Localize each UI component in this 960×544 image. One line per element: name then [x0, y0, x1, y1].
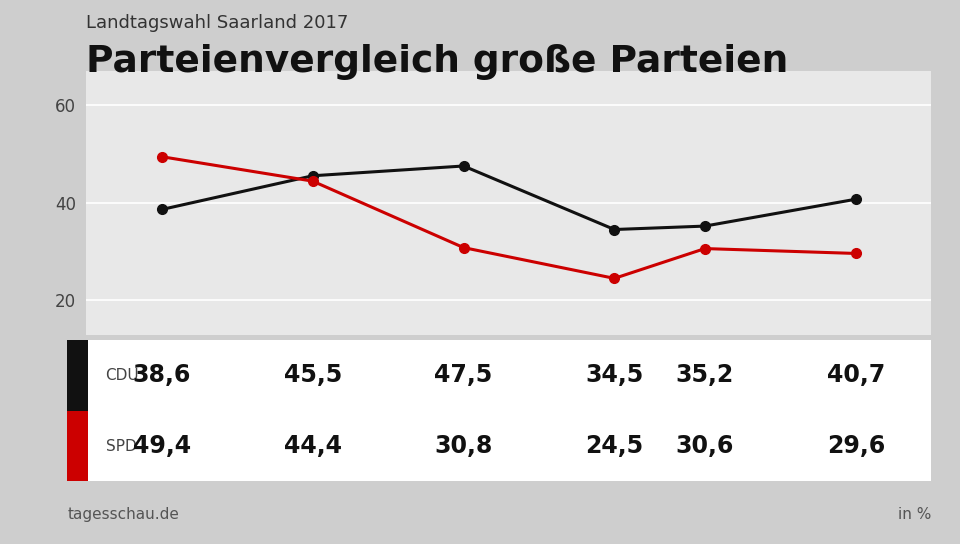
Text: 38,6: 38,6 — [132, 363, 191, 387]
Text: 35,2: 35,2 — [676, 363, 734, 387]
Text: 24,5: 24,5 — [586, 434, 643, 458]
Text: Landtagswahl Saarland 2017: Landtagswahl Saarland 2017 — [86, 14, 348, 32]
Text: SPD: SPD — [106, 438, 136, 454]
Text: in %: in % — [898, 507, 931, 522]
Text: 29,6: 29,6 — [827, 434, 885, 458]
Text: 45,5: 45,5 — [283, 363, 342, 387]
Text: 30,6: 30,6 — [676, 434, 734, 458]
Text: 34,5: 34,5 — [586, 363, 643, 387]
Text: tagesschau.de: tagesschau.de — [67, 507, 180, 522]
Text: 40,7: 40,7 — [827, 363, 885, 387]
Text: 44,4: 44,4 — [284, 434, 342, 458]
Text: 47,5: 47,5 — [435, 363, 492, 387]
Text: 30,8: 30,8 — [434, 434, 492, 458]
Text: CDU: CDU — [106, 368, 139, 383]
Text: Parteienvergleich große Parteien: Parteienvergleich große Parteien — [86, 44, 789, 79]
Text: 49,4: 49,4 — [132, 434, 191, 458]
